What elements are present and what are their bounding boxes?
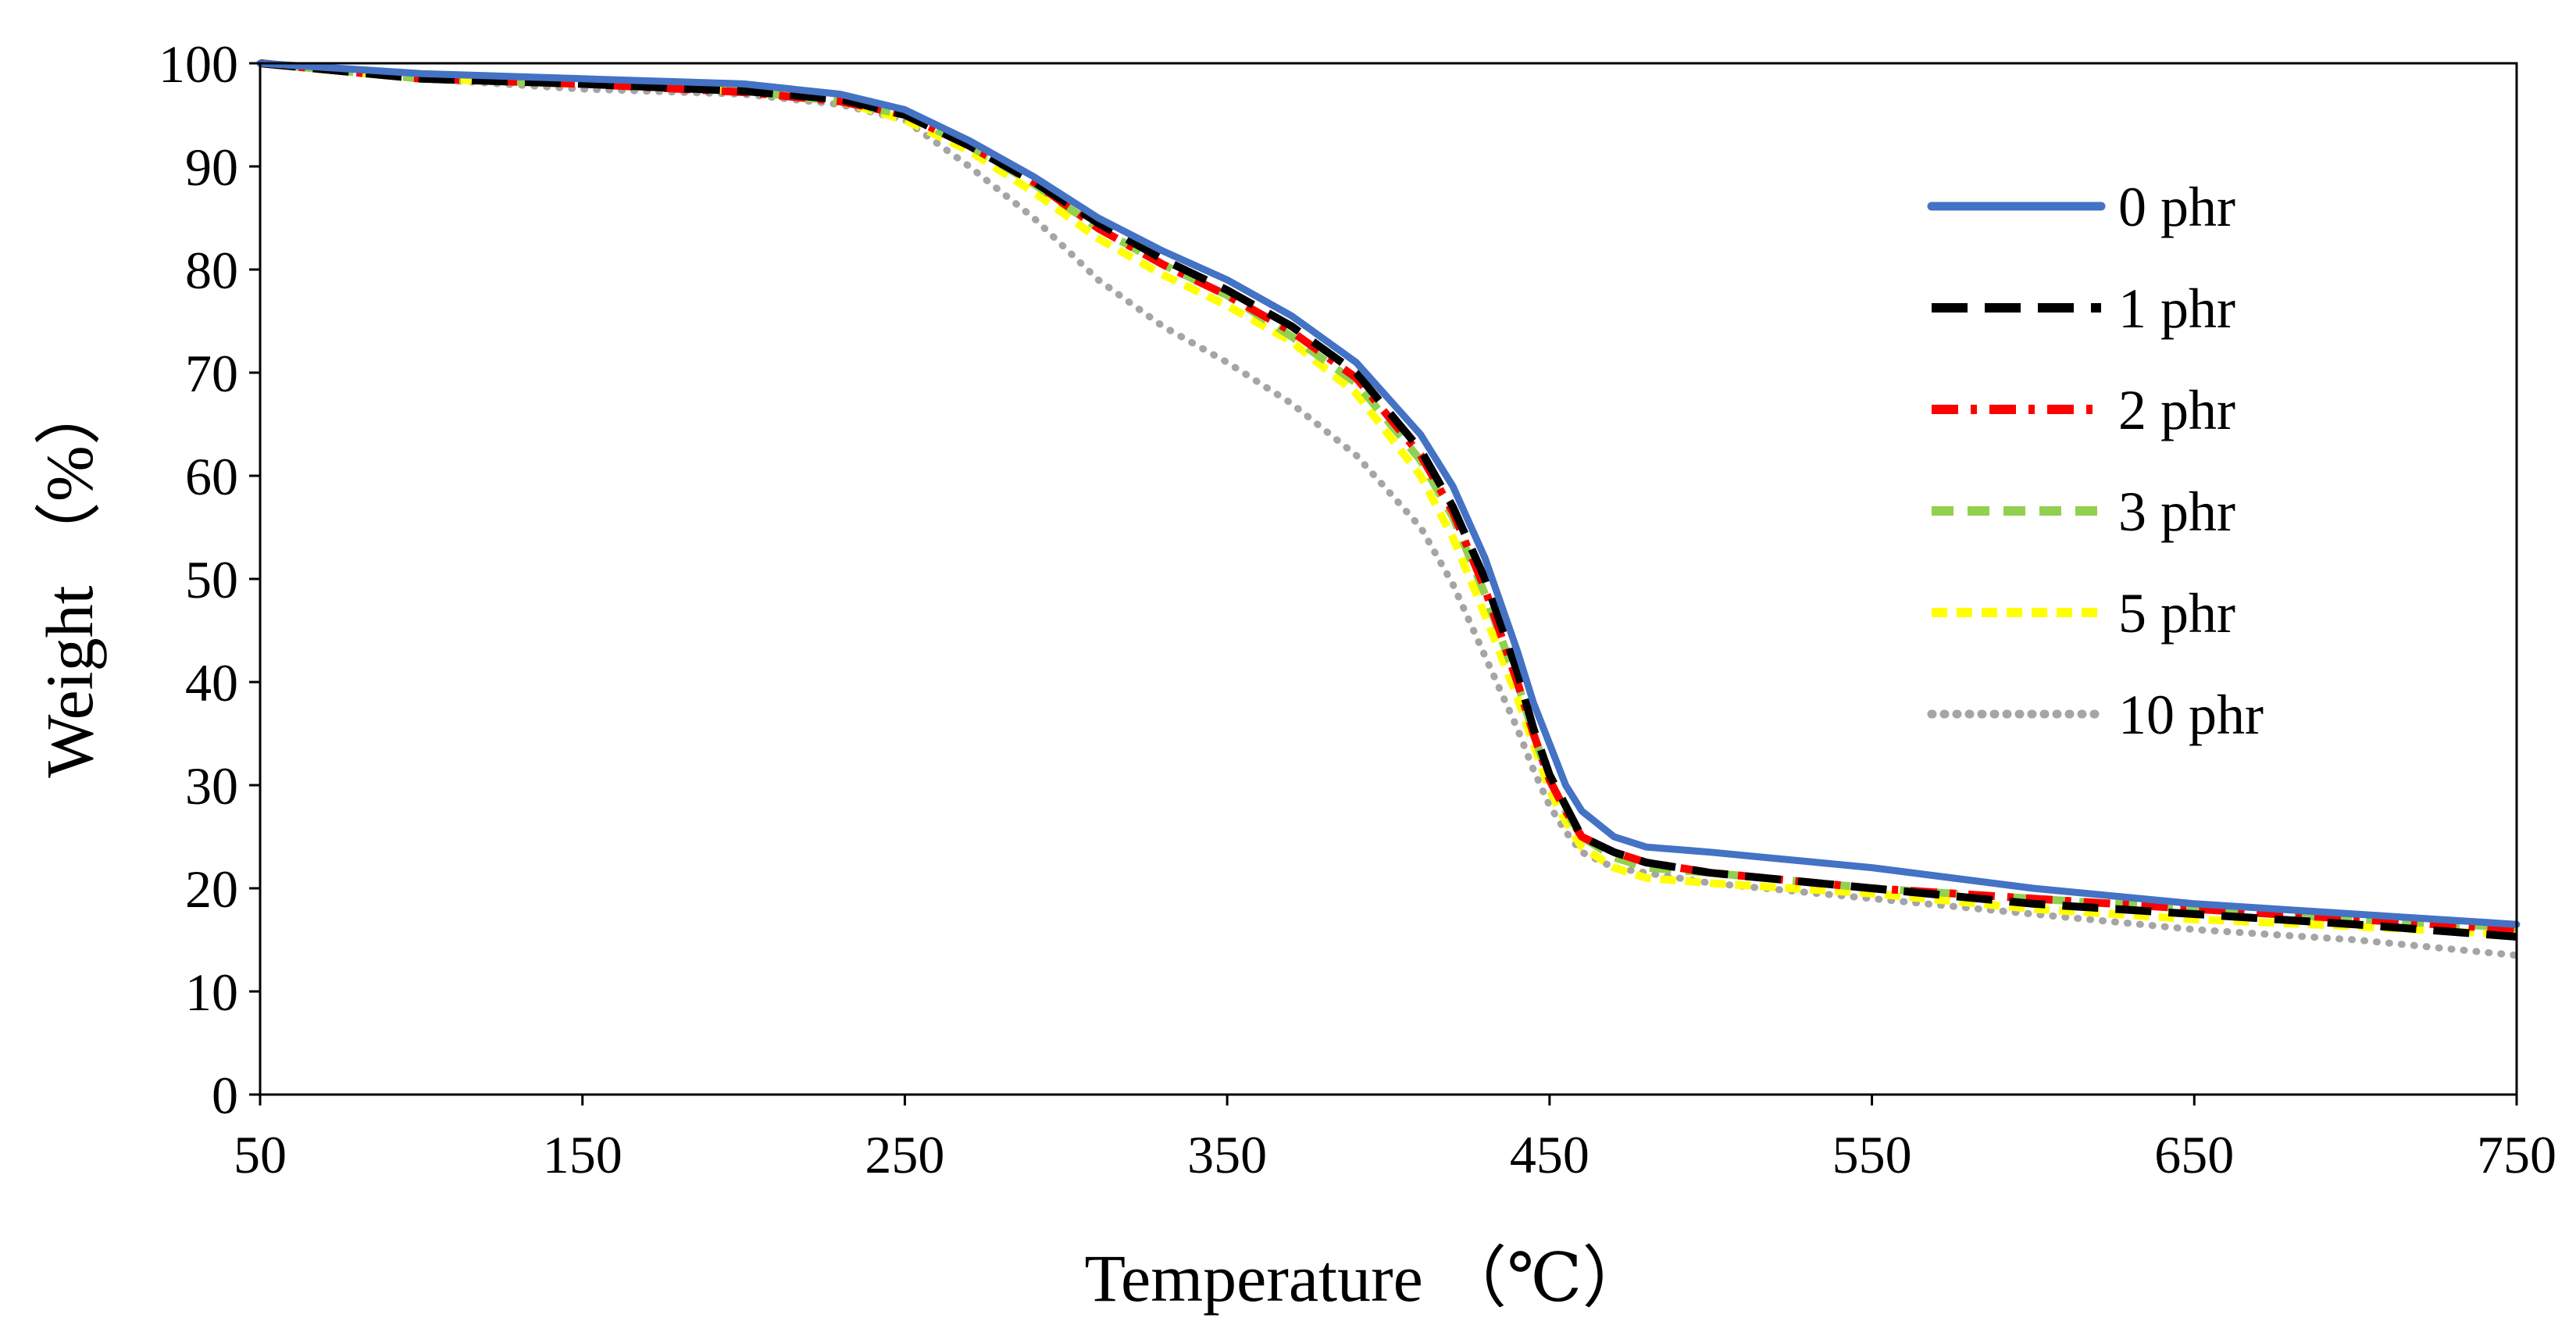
legend-label: 1 phr — [2118, 277, 2235, 340]
x-tick-label: 350 — [1187, 1125, 1267, 1184]
y-tick-label: 60 — [185, 447, 238, 506]
series-line-0-phr — [256, 59, 2521, 928]
x-tick-label: 150 — [543, 1125, 623, 1184]
legend: 0 phr 1 phr 2 phr 3 phr 5 phr 10 phr — [1927, 176, 2264, 746]
y-tick-label: 40 — [185, 653, 238, 713]
x-tick-label: 50 — [234, 1125, 287, 1184]
legend-item-3-phr: 3 phr — [1932, 480, 2235, 543]
y-tick-label: 90 — [185, 138, 238, 197]
legend-label: 0 phr — [2118, 176, 2235, 238]
series-line-1-phr — [259, 59, 2517, 941]
y-axis-ticks: 0 10 20 30 40 50 60 70 80 90 100 — [159, 34, 260, 1125]
legend-label: 10 phr — [2118, 684, 2264, 746]
legend-item-10-phr: 10 phr — [1927, 684, 2264, 746]
y-tick-label: 70 — [185, 344, 238, 403]
y-tick-label: 30 — [185, 756, 238, 816]
y-tick-label: 0 — [212, 1066, 238, 1125]
y-tick-label: 80 — [185, 241, 238, 300]
x-tick-label: 250 — [865, 1125, 944, 1184]
legend-item-0-phr: 0 phr — [1927, 176, 2235, 238]
y-tick-label: 100 — [159, 34, 238, 94]
series-layer — [256, 59, 2521, 959]
y-axis-title: Weight （%） — [32, 378, 107, 777]
legend-label: 2 phr — [2118, 379, 2235, 441]
y-tick-label: 50 — [185, 550, 238, 609]
x-tick-label: 550 — [1832, 1125, 1912, 1184]
legend-item-5-phr: 5 phr — [1932, 582, 2235, 645]
legend-item-1-phr: 1 phr — [1932, 277, 2235, 340]
y-tick-label: 10 — [185, 963, 238, 1022]
legend-label: 5 phr — [2118, 582, 2235, 645]
y-tick-label: 20 — [185, 859, 238, 919]
legend-item-2-phr: 2 phr — [1932, 379, 2235, 441]
legend-label: 3 phr — [2118, 480, 2235, 543]
x-tick-label: 750 — [2477, 1125, 2556, 1184]
x-tick-label: 450 — [1510, 1125, 1589, 1184]
x-axis-title: Temperature （℃） — [1085, 1241, 1650, 1316]
x-axis-ticks: 50 150 250 350 450 550 650 750 — [234, 1095, 2556, 1184]
x-tick-label: 650 — [2154, 1125, 2234, 1184]
